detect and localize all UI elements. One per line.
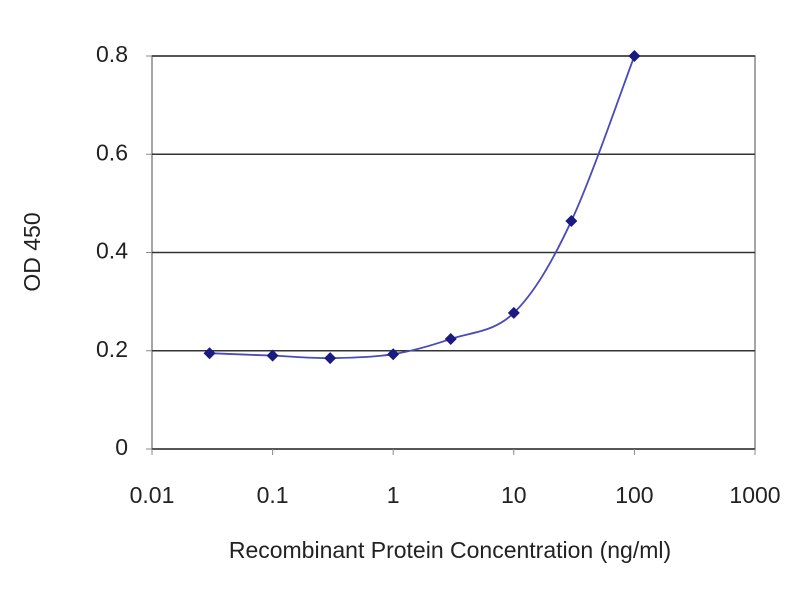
x-tick-label: 1000	[729, 482, 780, 508]
y-axis-label: OD 450	[19, 212, 45, 291]
x-tick-label: 0.01	[130, 482, 175, 508]
data-point	[203, 347, 216, 360]
data-point	[444, 332, 457, 345]
data-point	[266, 349, 279, 362]
x-axis-label: Recombinant Protein Concentration (ng/ml…	[229, 537, 671, 563]
data-point	[507, 306, 520, 319]
data-point	[387, 348, 400, 361]
y-tick-label: 0.8	[96, 41, 128, 67]
data-point	[324, 352, 337, 365]
y-tick-label: 0.6	[96, 139, 128, 165]
x-tick-label: 1	[387, 482, 400, 508]
x-tick-label: 100	[615, 482, 653, 508]
x-tick-label: 10	[501, 482, 527, 508]
data-point	[565, 215, 578, 228]
y-tick-label: 0.2	[96, 336, 128, 362]
y-tick-label: 0.4	[96, 238, 128, 264]
y-tick-label: 0	[115, 434, 128, 460]
x-tick-label: 0.1	[257, 482, 289, 508]
data-point	[628, 50, 641, 62]
